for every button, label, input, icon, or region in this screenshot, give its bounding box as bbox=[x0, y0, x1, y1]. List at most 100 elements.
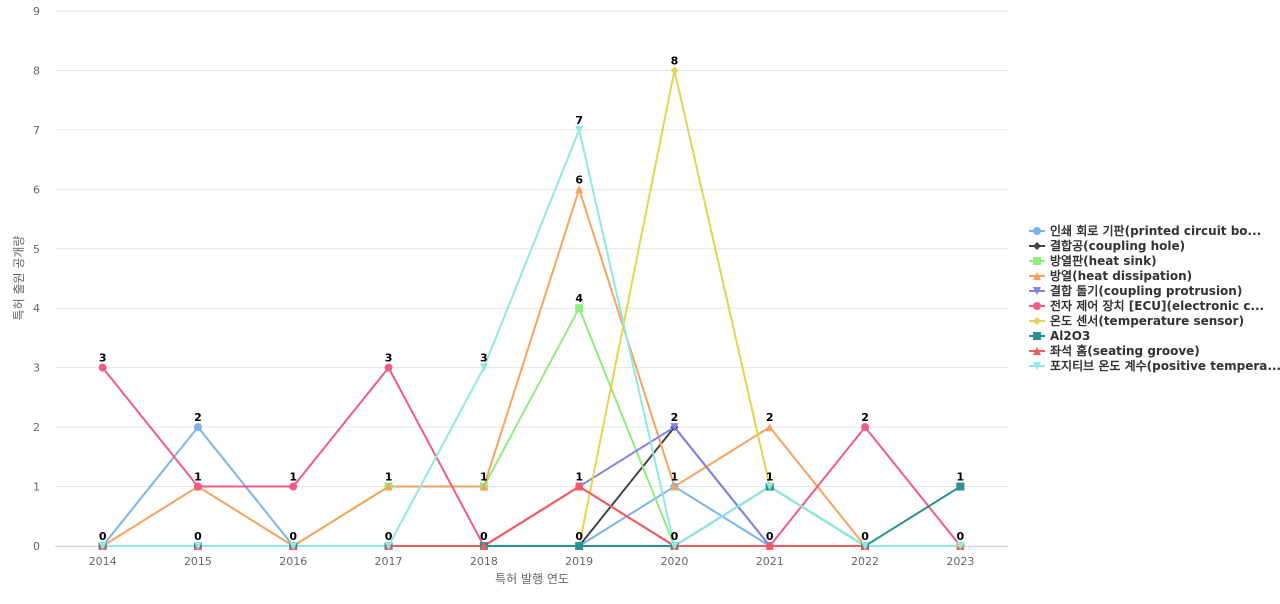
data-point-10 bbox=[98, 542, 107, 550]
data-label: 0 bbox=[575, 530, 583, 543]
x-axis-title: 특허 발행 연도 bbox=[495, 571, 569, 586]
legend-label: Al2O3 bbox=[1050, 329, 1090, 343]
series-markers bbox=[98, 66, 965, 550]
gridlines bbox=[55, 10, 1008, 547]
data-label: 0 bbox=[957, 530, 965, 543]
y-tick-label: 9 bbox=[33, 5, 40, 18]
data-point-1 bbox=[193, 423, 202, 432]
data-point-10 bbox=[193, 542, 202, 550]
legend-item[interactable]: 전자 제어 장치 [ECU](electronic c... bbox=[1029, 298, 1264, 313]
data-point-3 bbox=[575, 304, 584, 313]
data-point-10 bbox=[575, 125, 584, 134]
series-line-10 bbox=[101, 128, 962, 547]
legend: 인쇄 회로 기판(printed circuit bo...결합공(coupli… bbox=[1029, 223, 1280, 373]
y-tick-label: 4 bbox=[33, 302, 40, 315]
legend-symbol bbox=[1033, 302, 1041, 310]
legend-label: 좌석 홈(seating groove) bbox=[1050, 343, 1200, 358]
legend-item[interactable]: 인쇄 회로 기판(printed circuit bo... bbox=[1029, 223, 1261, 238]
x-tick-label: 2021 bbox=[756, 555, 784, 568]
legend-symbol bbox=[1033, 242, 1041, 250]
data-label: 0 bbox=[99, 530, 107, 543]
legend-label: 방열(heat dissipation) bbox=[1050, 268, 1192, 283]
legend-symbol bbox=[1033, 347, 1041, 355]
data-labels: 0 3 0 1 2 0 1 0 1 3 0 1 3 0 1 4 6 7 0 1 2 8 0 1 2 0 2 0 1 bbox=[99, 54, 965, 543]
data-label: 0 bbox=[289, 530, 297, 543]
data-label: 3 bbox=[99, 352, 107, 365]
data-point-7 bbox=[670, 66, 679, 75]
legend-item[interactable]: 방열판(heat sink) bbox=[1029, 253, 1157, 268]
legend-symbol bbox=[1033, 272, 1041, 280]
data-label: 1 bbox=[480, 471, 488, 484]
legend-label: 결합 돌기(coupling protrusion) bbox=[1050, 283, 1242, 298]
y-axis-ticks: 0 1 2 3 4 5 6 7 8 9 bbox=[33, 5, 40, 553]
data-point-10 bbox=[384, 542, 393, 550]
legend-label: 포지티브 온도 계수(positive tempera... bbox=[1050, 358, 1280, 373]
data-label: 0 bbox=[385, 530, 393, 543]
y-tick-label: 7 bbox=[33, 124, 40, 137]
legend-symbol bbox=[1033, 257, 1041, 265]
legend-item[interactable]: 결합공(coupling hole) bbox=[1029, 238, 1185, 253]
legend-label: 방열판(heat sink) bbox=[1050, 253, 1157, 268]
series-line-6 bbox=[101, 366, 962, 547]
y-tick-label: 0 bbox=[33, 540, 40, 553]
legend-item[interactable]: Al2O3 bbox=[1029, 329, 1090, 343]
data-label: 3 bbox=[480, 352, 488, 365]
legend-item[interactable]: 온도 센서(temperature sensor) bbox=[1029, 313, 1244, 328]
y-tick-label: 1 bbox=[33, 481, 40, 494]
x-tick-label: 2016 bbox=[279, 555, 307, 568]
data-point-4 bbox=[670, 482, 679, 491]
data-label: 2 bbox=[671, 411, 679, 424]
data-point-4 bbox=[575, 185, 584, 194]
data-point-10 bbox=[479, 363, 488, 372]
data-label: 0 bbox=[480, 530, 488, 543]
data-point-6 bbox=[289, 482, 298, 491]
series-lines bbox=[101, 69, 962, 547]
data-point-4 bbox=[765, 423, 774, 432]
data-point-9 bbox=[479, 542, 488, 550]
data-label: 4 bbox=[575, 292, 583, 305]
data-point-10 bbox=[670, 542, 679, 550]
legend-item[interactable]: 결합 돌기(coupling protrusion) bbox=[1029, 283, 1242, 298]
data-label: 1 bbox=[575, 471, 583, 484]
series-line-9 bbox=[101, 485, 962, 547]
data-label: 1 bbox=[766, 471, 774, 484]
data-label: 8 bbox=[671, 54, 679, 67]
legend-symbol bbox=[1033, 227, 1041, 235]
data-label: 2 bbox=[766, 411, 774, 424]
x-tick-label: 2014 bbox=[89, 555, 117, 568]
y-tick-label: 3 bbox=[33, 362, 40, 375]
legend-label: 전자 제어 장치 [ECU](electronic c... bbox=[1050, 298, 1264, 313]
data-point-4 bbox=[479, 482, 488, 491]
x-tick-label: 2017 bbox=[375, 555, 403, 568]
legend-item[interactable]: 포지티브 온도 계수(positive tempera... bbox=[1029, 358, 1280, 373]
data-point-8 bbox=[956, 482, 965, 491]
x-tick-label: 2018 bbox=[470, 555, 498, 568]
data-label: 1 bbox=[194, 471, 202, 484]
data-label: 6 bbox=[575, 173, 583, 186]
legend-symbol bbox=[1033, 287, 1041, 295]
data-label: 1 bbox=[289, 471, 297, 484]
x-tick-label: 2020 bbox=[660, 555, 688, 568]
data-label: 0 bbox=[766, 530, 774, 543]
data-point-5 bbox=[670, 423, 679, 432]
legend-item[interactable]: 방열(heat dissipation) bbox=[1029, 268, 1192, 283]
legend-label: 인쇄 회로 기판(printed circuit bo... bbox=[1050, 223, 1261, 238]
data-label: 7 bbox=[575, 114, 583, 127]
data-label: 3 bbox=[385, 352, 393, 365]
x-axis-ticks: 2014 2015 2016 2017 2018 2019 2020 2021 2022 2023 bbox=[89, 555, 975, 568]
data-label: 2 bbox=[194, 411, 202, 424]
data-label: 0 bbox=[194, 530, 202, 543]
data-point-9 bbox=[575, 482, 584, 491]
data-point-10 bbox=[861, 542, 870, 550]
data-label: 1 bbox=[671, 471, 679, 484]
y-axis-title: 특허 출원 공개량 bbox=[12, 236, 26, 321]
x-tick-label: 2019 bbox=[565, 555, 593, 568]
x-tick-label: 2022 bbox=[851, 555, 879, 568]
data-label: 1 bbox=[385, 471, 393, 484]
data-label: 2 bbox=[861, 411, 869, 424]
legend-symbol bbox=[1033, 332, 1041, 340]
legend-item[interactable]: 좌석 홈(seating groove) bbox=[1029, 343, 1200, 358]
data-point-6 bbox=[384, 363, 393, 372]
